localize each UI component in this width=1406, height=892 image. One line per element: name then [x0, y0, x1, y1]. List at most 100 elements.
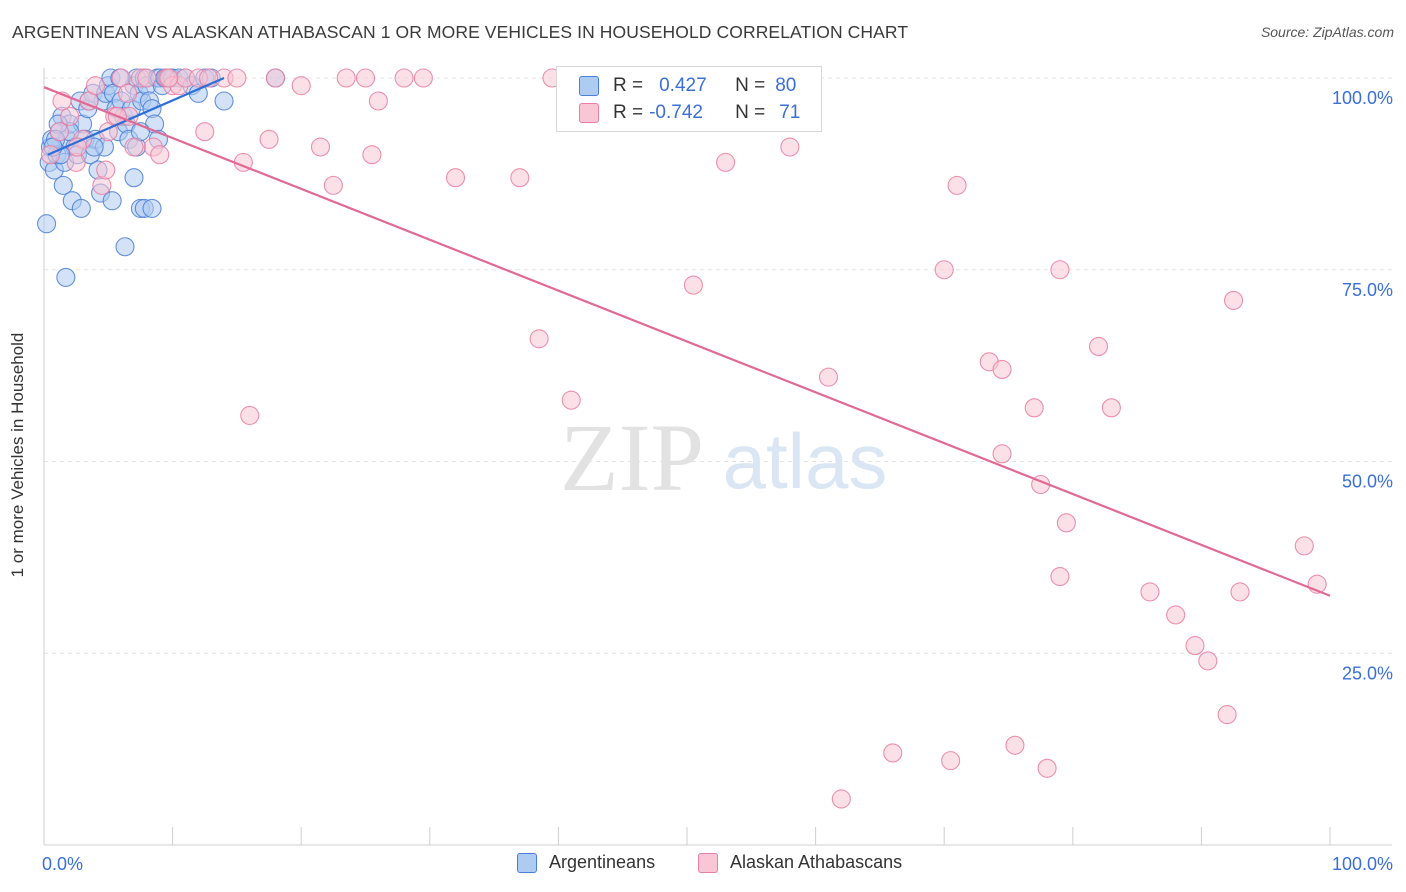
stats-row-alaskan: R = -0.742 N = 71	[579, 101, 800, 125]
point-alaskan-athabascan	[159, 68, 179, 88]
point-alaskan-athabascan	[1056, 513, 1076, 533]
point-argentinean	[56, 267, 76, 287]
x-tick-label-max: 100.0%	[1332, 854, 1393, 874]
point-alaskan-athabascan	[1294, 536, 1314, 556]
point-alaskan-athabascan	[1198, 651, 1218, 671]
y-tick-label: 100.0%	[1332, 88, 1393, 108]
point-alaskan-athabascan	[510, 168, 530, 188]
legend-item-argentineans[interactable]: Argentineans	[517, 852, 655, 873]
series-argentineans	[37, 68, 286, 287]
point-alaskan-athabascan	[1230, 582, 1250, 602]
point-alaskan-athabascan	[150, 145, 170, 165]
point-alaskan-athabascan	[941, 751, 961, 771]
point-alaskan-athabascan	[96, 160, 116, 180]
point-alaskan-athabascan	[1050, 260, 1070, 280]
point-alaskan-athabascan	[883, 743, 903, 763]
point-alaskan-athabascan	[137, 68, 157, 88]
point-alaskan-athabascan	[310, 137, 331, 157]
point-alaskan-athabascan	[49, 122, 69, 142]
n-value: 71	[779, 102, 801, 123]
point-alaskan-athabascan	[934, 260, 954, 280]
point-alaskan-athabascan	[118, 83, 138, 103]
point-argentinean	[142, 198, 162, 218]
point-alaskan-athabascan	[1088, 336, 1109, 357]
stats-row-argentineans: R = 0.427 N = 80	[579, 74, 796, 98]
point-alaskan-athabascan	[947, 175, 967, 195]
trend-line-alaskan-athabascans	[43, 86, 1331, 597]
point-alaskan-athabascan	[1166, 605, 1186, 625]
r-label: R =	[613, 102, 644, 123]
point-alaskan-athabascan	[394, 68, 414, 88]
point-alaskan-athabascan	[60, 106, 80, 126]
legend-label-alaskan: Alaskan Athabascans	[730, 852, 903, 872]
point-alaskan-athabascan	[992, 444, 1012, 464]
point-alaskan-athabascan	[323, 175, 343, 195]
stats-legend: R = 0.427 N = 80 R = -0.742 N = 71	[556, 66, 822, 132]
source-label: Source: ZipAtlas.com	[1260, 24, 1394, 40]
point-alaskan-athabascan	[291, 76, 311, 96]
point-alaskan-athabascan	[85, 76, 105, 96]
watermark-zip: ZIP	[560, 404, 704, 511]
point-alaskan-athabascan	[683, 275, 703, 295]
point-argentinean	[71, 198, 91, 218]
point-alaskan-athabascan	[265, 68, 286, 88]
point-alaskan-athabascan	[1024, 398, 1044, 418]
point-alaskan-athabascan	[716, 152, 736, 172]
point-alaskan-athabascan	[561, 390, 581, 410]
legend-swatch-pink	[698, 852, 718, 873]
point-alaskan-athabascan	[1050, 566, 1070, 587]
point-alaskan-athabascan	[362, 145, 382, 165]
point-alaskan-athabascan	[259, 129, 279, 149]
point-argentinean	[53, 175, 73, 195]
point-alaskan-athabascan	[1005, 735, 1025, 755]
y-tick-label: 75.0%	[1342, 280, 1393, 300]
trend-lines	[43, 76, 1331, 597]
point-alaskan-athabascan	[240, 405, 260, 426]
watermark: ZIP atlas	[560, 404, 887, 511]
legend-label-argentineans: Argentineans	[549, 852, 656, 872]
n-label: N =	[735, 102, 766, 123]
axes	[43, 68, 1392, 846]
point-alaskan-athabascan	[227, 68, 247, 88]
legend-swatch-pink	[579, 103, 599, 123]
tick-labels: 25.0% 50.0% 75.0% 100.0% 0.0% 100.0%	[42, 88, 1393, 874]
series-alaskan-athabascans	[40, 68, 1327, 809]
point-alaskan-athabascan	[195, 122, 215, 142]
point-alaskan-athabascan	[1101, 398, 1121, 418]
point-alaskan-athabascan	[1140, 582, 1160, 602]
x-tick-label-min: 0.0%	[42, 854, 83, 874]
legend-swatch-blue	[579, 76, 599, 96]
n-label: N =	[735, 75, 766, 96]
point-alaskan-athabascan	[1224, 290, 1244, 310]
point-alaskan-athabascan	[355, 68, 376, 88]
point-alaskan-athabascan	[1217, 705, 1237, 725]
point-alaskan-athabascan	[780, 137, 800, 157]
point-alaskan-athabascan	[67, 137, 87, 157]
point-alaskan-athabascan	[413, 68, 433, 88]
point-alaskan-athabascan	[818, 367, 839, 387]
point-argentinean	[37, 214, 57, 234]
point-argentinean	[124, 168, 144, 188]
trend-line-argentineans	[47, 76, 225, 156]
y-tick-label: 50.0%	[1342, 472, 1393, 492]
watermark-atlas: atlas	[723, 417, 888, 505]
r-value: 0.427	[659, 75, 707, 96]
point-alaskan-athabascan	[992, 359, 1012, 380]
point-alaskan-athabascan	[124, 137, 144, 157]
r-label: R =	[613, 75, 644, 96]
point-alaskan-athabascan	[1185, 636, 1205, 656]
point-argentinean	[102, 191, 122, 211]
y-tick-label: 25.0%	[1342, 663, 1393, 683]
legend-swatch-blue	[517, 852, 537, 873]
series-legend: Argentineans Alaskan Athabascans	[0, 852, 1406, 876]
point-alaskan-athabascan	[445, 168, 466, 188]
point-alaskan-athabascan	[368, 91, 388, 111]
r-value: -0.742	[649, 102, 703, 123]
point-alaskan-athabascan	[1037, 758, 1057, 778]
point-argentinean	[214, 91, 234, 111]
n-value: 80	[775, 75, 797, 96]
legend-item-alaskan[interactable]: Alaskan Athabascans	[698, 852, 902, 873]
point-alaskan-athabascan	[529, 329, 549, 349]
point-alaskan-athabascan	[336, 68, 356, 88]
